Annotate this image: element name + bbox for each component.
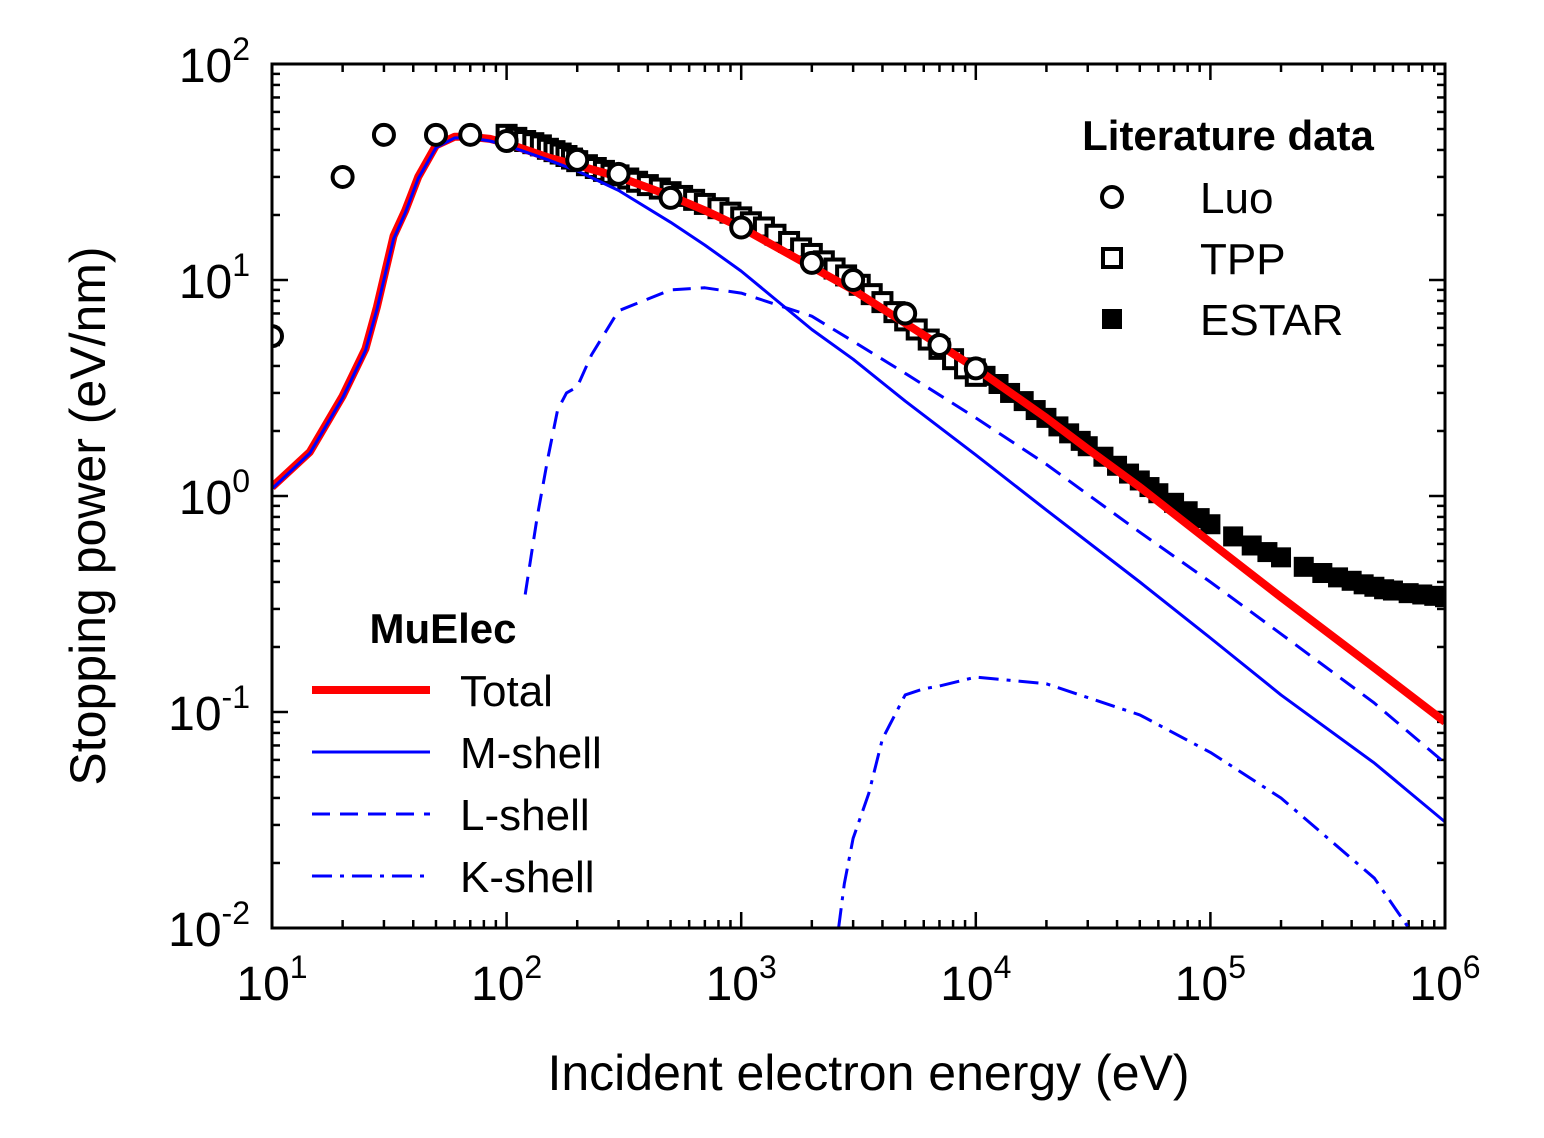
- luo-point: [565, 147, 590, 172]
- luo-point: [272, 324, 284, 349]
- plot-data: [272, 122, 1445, 928]
- luo-point: [458, 122, 483, 147]
- legend-label-total: Total: [460, 667, 553, 716]
- estar-point: [1271, 547, 1292, 568]
- y-tick-label: 10-1: [168, 679, 250, 741]
- x-tick-label: 104: [940, 949, 1011, 1011]
- legend-marker-tpp: [1101, 247, 1123, 269]
- luo-point: [658, 185, 683, 210]
- luo-point: [494, 129, 519, 154]
- legend-label-luo: Luo: [1200, 174, 1273, 223]
- estar-point: [1435, 587, 1445, 608]
- legend-marker-estar: [1102, 309, 1122, 329]
- plot-frame: [270, 62, 1447, 930]
- y-tick-label: 100: [179, 463, 250, 525]
- estar-point: [1241, 535, 1262, 556]
- y-tick-label: 102: [179, 31, 250, 93]
- luo-point: [893, 301, 918, 326]
- tick-labels: 101 102 103 104 105 106 10-2 10-1 100 101 102: [168, 31, 1480, 1011]
- luo-point: [841, 268, 866, 292]
- estar-point: [1200, 514, 1221, 535]
- x-tick-label: 106: [1409, 949, 1480, 1011]
- x-tick-label: 101: [236, 949, 307, 1011]
- estar-point: [1293, 556, 1314, 577]
- luo-point: [963, 356, 988, 381]
- legend-label-tpp: TPP: [1200, 235, 1286, 284]
- estar-point: [1223, 526, 1244, 547]
- y-tick-label: 10-2: [168, 895, 250, 957]
- luo-point: [371, 122, 396, 147]
- luo-point: [423, 122, 448, 147]
- x-axis-label: Incident electron energy (eV): [547, 1045, 1189, 1101]
- x-tick-label: 105: [1175, 949, 1246, 1011]
- x-tick-label: 102: [471, 949, 542, 1011]
- luo-point: [606, 161, 631, 186]
- x-tick-label: 103: [706, 949, 777, 1011]
- legend-label-m-shell: M-shell: [460, 729, 602, 778]
- legend-label-estar: ESTAR: [1200, 296, 1343, 345]
- legend-title-literature: Literature data: [1082, 112, 1374, 159]
- luo-point: [330, 164, 355, 189]
- y-tick-label: 101: [179, 247, 250, 309]
- legend-title-muelec: MuElec: [369, 605, 516, 652]
- legend-label-k-shell: K-shell: [460, 853, 595, 902]
- k-shell-line: [837, 675, 1410, 928]
- y-axis-label: Stopping power (eV/nm): [60, 246, 116, 785]
- luo-point: [799, 250, 824, 275]
- legend-marker-luo: [1100, 185, 1124, 209]
- l-shell-line: [523, 286, 1445, 765]
- legends: Literature data Luo TPP ESTAR MuElec Total M-s…: [312, 112, 1375, 902]
- estar-point: [1382, 580, 1403, 601]
- estar-point: [1312, 563, 1333, 584]
- legend-label-l-shell: L-shell: [460, 791, 590, 840]
- luo-point: [729, 215, 754, 240]
- luo-point: [927, 333, 952, 358]
